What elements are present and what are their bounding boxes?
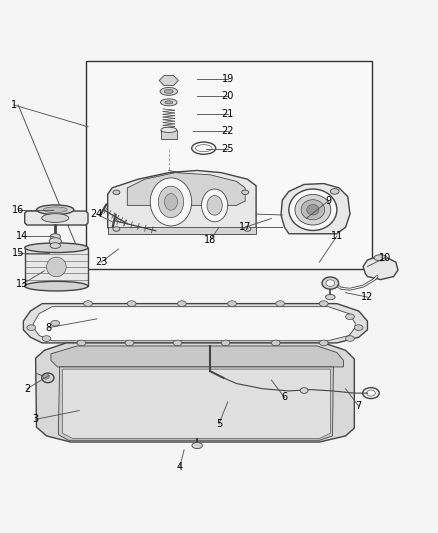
Ellipse shape	[113, 190, 120, 195]
Text: 11: 11	[331, 231, 343, 241]
Ellipse shape	[50, 243, 60, 248]
Ellipse shape	[207, 196, 222, 215]
Text: 12: 12	[361, 292, 374, 302]
Polygon shape	[127, 173, 245, 205]
Text: 15: 15	[12, 248, 25, 259]
Bar	[25, 248, 88, 286]
Text: 24: 24	[91, 209, 103, 219]
Text: 9: 9	[325, 196, 331, 206]
Text: 7: 7	[356, 401, 362, 411]
Ellipse shape	[42, 336, 51, 341]
Text: 18: 18	[204, 235, 216, 245]
Ellipse shape	[161, 127, 177, 133]
Ellipse shape	[25, 281, 88, 291]
Polygon shape	[51, 346, 343, 367]
Polygon shape	[108, 171, 256, 234]
Ellipse shape	[330, 189, 339, 194]
Text: 8: 8	[46, 322, 52, 333]
Ellipse shape	[158, 186, 184, 217]
Polygon shape	[35, 343, 354, 442]
Text: 3: 3	[32, 414, 39, 424]
Ellipse shape	[325, 294, 335, 300]
Ellipse shape	[127, 301, 136, 306]
Text: 21: 21	[222, 109, 234, 119]
Text: 5: 5	[216, 419, 222, 429]
Ellipse shape	[177, 301, 186, 306]
Ellipse shape	[25, 243, 88, 253]
Ellipse shape	[374, 255, 387, 261]
Ellipse shape	[192, 442, 202, 449]
Text: 4: 4	[177, 462, 183, 472]
Ellipse shape	[27, 325, 35, 330]
Text: 1: 1	[11, 100, 17, 110]
Text: 17: 17	[239, 222, 251, 232]
Polygon shape	[108, 227, 256, 234]
Ellipse shape	[37, 205, 74, 215]
Ellipse shape	[326, 280, 335, 286]
Ellipse shape	[42, 214, 69, 222]
Ellipse shape	[43, 207, 67, 213]
Ellipse shape	[276, 301, 285, 306]
Polygon shape	[281, 183, 350, 234]
Ellipse shape	[289, 189, 337, 230]
Ellipse shape	[300, 387, 308, 393]
Text: 2: 2	[24, 384, 30, 394]
Ellipse shape	[228, 301, 237, 306]
Ellipse shape	[164, 90, 173, 93]
Text: 6: 6	[282, 392, 288, 402]
Ellipse shape	[301, 200, 325, 220]
Polygon shape	[33, 306, 355, 341]
Ellipse shape	[244, 227, 251, 231]
Ellipse shape	[221, 340, 230, 346]
Ellipse shape	[125, 340, 134, 346]
Polygon shape	[159, 76, 178, 85]
Text: 14: 14	[16, 231, 28, 241]
Ellipse shape	[51, 320, 60, 326]
Ellipse shape	[160, 87, 177, 95]
Ellipse shape	[165, 101, 173, 104]
Text: 16: 16	[12, 205, 24, 215]
Ellipse shape	[160, 99, 177, 106]
Polygon shape	[86, 61, 372, 269]
Ellipse shape	[319, 340, 328, 346]
Polygon shape	[363, 257, 398, 280]
Ellipse shape	[50, 234, 60, 240]
Bar	[161, 130, 177, 140]
Polygon shape	[25, 211, 88, 225]
Ellipse shape	[272, 340, 280, 346]
Text: 10: 10	[379, 253, 391, 263]
Ellipse shape	[346, 336, 354, 341]
Ellipse shape	[77, 340, 86, 346]
Ellipse shape	[173, 340, 182, 346]
Ellipse shape	[42, 373, 54, 383]
Ellipse shape	[84, 301, 92, 306]
Ellipse shape	[242, 190, 249, 195]
Ellipse shape	[295, 195, 331, 225]
Ellipse shape	[322, 277, 339, 289]
Ellipse shape	[201, 189, 228, 222]
Text: 22: 22	[222, 126, 234, 136]
Polygon shape	[58, 367, 333, 440]
Ellipse shape	[164, 193, 177, 210]
Text: 19: 19	[222, 74, 234, 84]
Ellipse shape	[113, 227, 120, 231]
Ellipse shape	[354, 325, 363, 330]
Text: 13: 13	[16, 279, 28, 289]
Ellipse shape	[307, 205, 319, 215]
Polygon shape	[63, 369, 330, 439]
Ellipse shape	[150, 178, 192, 226]
Text: 20: 20	[222, 91, 234, 101]
Ellipse shape	[346, 314, 354, 320]
Ellipse shape	[49, 238, 61, 245]
Ellipse shape	[46, 257, 66, 277]
Polygon shape	[23, 304, 367, 343]
Ellipse shape	[319, 301, 328, 306]
Text: 25: 25	[222, 143, 234, 154]
Text: 23: 23	[95, 257, 107, 267]
Ellipse shape	[43, 374, 49, 379]
